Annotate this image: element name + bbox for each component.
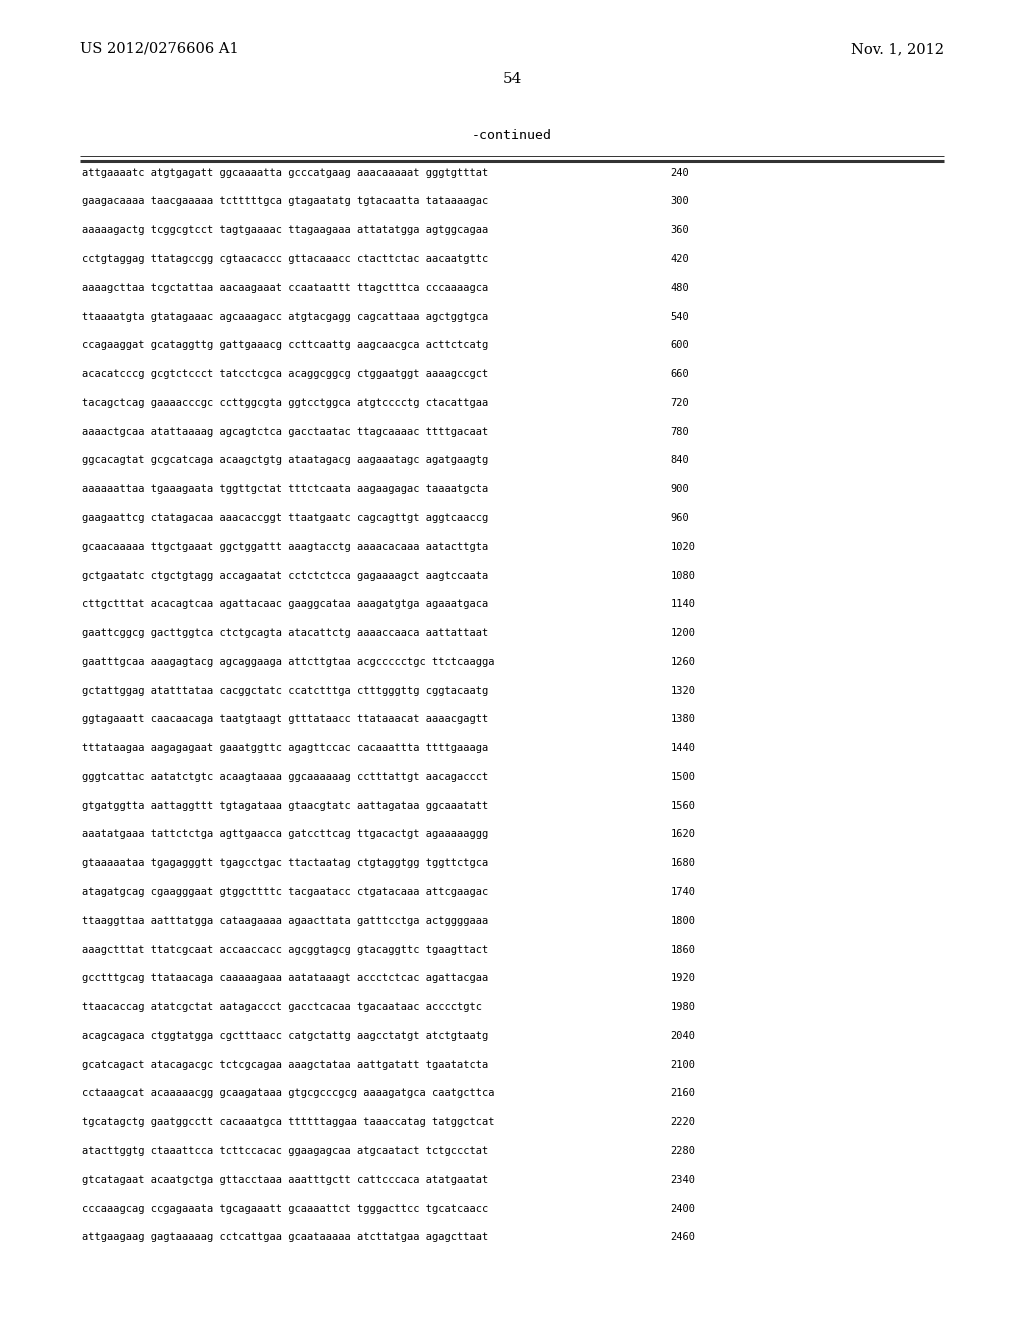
Text: 1320: 1320 <box>671 685 695 696</box>
Text: 780: 780 <box>671 426 689 437</box>
Text: 960: 960 <box>671 513 689 523</box>
Text: aaatatgaaa tattctctga agttgaacca gatccttcag ttgacactgt agaaaaaggg: aaatatgaaa tattctctga agttgaacca gatcctt… <box>82 829 488 840</box>
Text: gctgaatatc ctgctgtagg accagaatat cctctctcca gagaaaagct aagtccaata: gctgaatatc ctgctgtagg accagaatat cctctct… <box>82 570 488 581</box>
Text: gaagaattcg ctatagacaa aaacaccggt ttaatgaatc cagcagttgt aggtcaaccg: gaagaattcg ctatagacaa aaacaccggt ttaatga… <box>82 513 488 523</box>
Text: 2340: 2340 <box>671 1175 695 1185</box>
Text: 1140: 1140 <box>671 599 695 610</box>
Text: gtaaaaataa tgagagggtt tgagcctgac ttactaatag ctgtaggtgg tggttctgca: gtaaaaataa tgagagggtt tgagcctgac ttactaa… <box>82 858 488 869</box>
Text: gaattcggcg gacttggtca ctctgcagta atacattctg aaaaccaaca aattattaat: gaattcggcg gacttggtca ctctgcagta atacatt… <box>82 628 488 638</box>
Text: cctgtaggag ttatagccgg cgtaacaccc gttacaaacc ctacttctac aacaatgttc: cctgtaggag ttatagccgg cgtaacaccc gttacaa… <box>82 253 488 264</box>
Text: 660: 660 <box>671 370 689 379</box>
Text: 2400: 2400 <box>671 1204 695 1213</box>
Text: aaaagcttaa tcgctattaa aacaagaaat ccaataattt ttagctttca cccaaaagca: aaaagcttaa tcgctattaa aacaagaaat ccaataa… <box>82 282 488 293</box>
Text: 2040: 2040 <box>671 1031 695 1041</box>
Text: tttataagaa aagagagaat gaaatggttc agagttccac cacaaattta ttttgaaaga: tttataagaa aagagagaat gaaatggttc agagttc… <box>82 743 488 754</box>
Text: 2460: 2460 <box>671 1233 695 1242</box>
Text: gcctttgcag ttataacaga caaaaagaaa aatataaagt accctctcac agattacgaa: gcctttgcag ttataacaga caaaaagaaa aatataa… <box>82 973 488 983</box>
Text: 1560: 1560 <box>671 801 695 810</box>
Text: 420: 420 <box>671 253 689 264</box>
Text: ttaaaatgta gtatagaaac agcaaagacc atgtacgagg cagcattaaa agctggtgca: ttaaaatgta gtatagaaac agcaaagacc atgtacg… <box>82 312 488 322</box>
Text: 840: 840 <box>671 455 689 466</box>
Text: 2280: 2280 <box>671 1146 695 1156</box>
Text: gaagacaaaa taacgaaaaa tctttttgca gtagaatatg tgtacaatta tataaaagac: gaagacaaaa taacgaaaaa tctttttgca gtagaat… <box>82 197 488 206</box>
Text: 54: 54 <box>503 73 521 86</box>
Text: aaaaaattaa tgaaagaata tggttgctat tttctcaata aagaagagac taaaatgcta: aaaaaattaa tgaaagaata tggttgctat tttctca… <box>82 484 488 494</box>
Text: atagatgcag cgaagggaat gtggcttttc tacgaatacc ctgatacaaa attcgaagac: atagatgcag cgaagggaat gtggcttttc tacgaat… <box>82 887 488 898</box>
Text: 480: 480 <box>671 282 689 293</box>
Text: 600: 600 <box>671 341 689 350</box>
Text: tgcatagctg gaatggcctt cacaaatgca ttttttaggaa taaaccatag tatggctcat: tgcatagctg gaatggcctt cacaaatgca tttttta… <box>82 1117 495 1127</box>
Text: cccaaagcag ccgagaaata tgcagaaatt gcaaaattct tgggacttcc tgcatcaacc: cccaaagcag ccgagaaata tgcagaaatt gcaaaat… <box>82 1204 488 1213</box>
Text: 1620: 1620 <box>671 829 695 840</box>
Text: 360: 360 <box>671 226 689 235</box>
Text: Nov. 1, 2012: Nov. 1, 2012 <box>851 42 944 55</box>
Text: 1020: 1020 <box>671 541 695 552</box>
Text: 720: 720 <box>671 397 689 408</box>
Text: ggcacagtat gcgcatcaga acaagctgtg ataatagacg aagaaatagc agatgaagtg: ggcacagtat gcgcatcaga acaagctgtg ataatag… <box>82 455 488 466</box>
Text: 2220: 2220 <box>671 1117 695 1127</box>
Text: attgaagaag gagtaaaaag cctcattgaa gcaataaaaa atcttatgaa agagcttaat: attgaagaag gagtaaaaag cctcattgaa gcaataa… <box>82 1233 488 1242</box>
Text: gctattggag atatttataa cacggctatc ccatctttga ctttgggttg cggtacaatg: gctattggag atatttataa cacggctatc ccatctt… <box>82 685 488 696</box>
Text: ttaacaccag atatcgctat aatagaccct gacctcacaa tgacaataac acccctgtc: ttaacaccag atatcgctat aatagaccct gacctca… <box>82 1002 482 1012</box>
Text: 540: 540 <box>671 312 689 322</box>
Text: ggtagaaatt caacaacaga taatgtaagt gtttataacc ttataaacat aaaacgagtt: ggtagaaatt caacaacaga taatgtaagt gtttata… <box>82 714 488 725</box>
Text: atacttggtg ctaaattcca tcttccacac ggaagagcaa atgcaatact tctgccctat: atacttggtg ctaaattcca tcttccacac ggaagag… <box>82 1146 488 1156</box>
Text: gtgatggtta aattaggttt tgtagataaa gtaacgtatc aattagataa ggcaaatatt: gtgatggtta aattaggttt tgtagataaa gtaacgt… <box>82 801 488 810</box>
Text: 1440: 1440 <box>671 743 695 754</box>
Text: 1260: 1260 <box>671 657 695 667</box>
Text: 1740: 1740 <box>671 887 695 898</box>
Text: 1920: 1920 <box>671 973 695 983</box>
Text: cctaaagcat acaaaaacgg gcaagataaa gtgcgcccgcg aaaagatgca caatgcttca: cctaaagcat acaaaaacgg gcaagataaa gtgcgcc… <box>82 1089 495 1098</box>
Text: acagcagaca ctggtatgga cgctttaacc catgctattg aagcctatgt atctgtaatg: acagcagaca ctggtatgga cgctttaacc catgcta… <box>82 1031 488 1041</box>
Text: 1980: 1980 <box>671 1002 695 1012</box>
Text: 1680: 1680 <box>671 858 695 869</box>
Text: gcaacaaaaa ttgctgaaat ggctggattt aaagtacctg aaaacacaaa aatacttgta: gcaacaaaaa ttgctgaaat ggctggattt aaagtac… <box>82 541 488 552</box>
Text: tacagctcag gaaaacccgc ccttggcgta ggtcctggca atgtcccctg ctacattgaa: tacagctcag gaaaacccgc ccttggcgta ggtcctg… <box>82 397 488 408</box>
Text: cttgctttat acacagtcaa agattacaac gaaggcataa aaagatgtga agaaatgaca: cttgctttat acacagtcaa agattacaac gaaggca… <box>82 599 488 610</box>
Text: 1860: 1860 <box>671 945 695 954</box>
Text: 2100: 2100 <box>671 1060 695 1069</box>
Text: 300: 300 <box>671 197 689 206</box>
Text: 1800: 1800 <box>671 916 695 925</box>
Text: 1380: 1380 <box>671 714 695 725</box>
Text: 1200: 1200 <box>671 628 695 638</box>
Text: aaaactgcaa atattaaaag agcagtctca gacctaatac ttagcaaaac ttttgacaat: aaaactgcaa atattaaaag agcagtctca gacctaa… <box>82 426 488 437</box>
Text: gaatttgcaa aaagagtacg agcaggaaga attcttgtaa acgccccctgc ttctcaagga: gaatttgcaa aaagagtacg agcaggaaga attcttg… <box>82 657 495 667</box>
Text: gcatcagact atacagacgc tctcgcagaa aaagctataa aattgatatt tgaatatcta: gcatcagact atacagacgc tctcgcagaa aaagcta… <box>82 1060 488 1069</box>
Text: gggtcattac aatatctgtc acaagtaaaa ggcaaaaaag cctttattgt aacagaccct: gggtcattac aatatctgtc acaagtaaaa ggcaaaa… <box>82 772 488 781</box>
Text: gtcatagaat acaatgctga gttacctaaa aaatttgctt cattcccaca atatgaatat: gtcatagaat acaatgctga gttacctaaa aaatttg… <box>82 1175 488 1185</box>
Text: -continued: -continued <box>472 129 552 143</box>
Text: ttaaggttaa aatttatgga cataagaaaa agaacttata gatttcctga actggggaaa: ttaaggttaa aatttatgga cataagaaaa agaactt… <box>82 916 488 925</box>
Text: US 2012/0276606 A1: US 2012/0276606 A1 <box>80 42 239 55</box>
Text: ccagaaggat gcataggttg gattgaaacg ccttcaattg aagcaacgca acttctcatg: ccagaaggat gcataggttg gattgaaacg ccttcaa… <box>82 341 488 350</box>
Text: acacatcccg gcgtctccct tatcctcgca acaggcggcg ctggaatggt aaaagccgct: acacatcccg gcgtctccct tatcctcgca acaggcg… <box>82 370 488 379</box>
Text: 2160: 2160 <box>671 1089 695 1098</box>
Text: 1500: 1500 <box>671 772 695 781</box>
Text: 900: 900 <box>671 484 689 494</box>
Text: aaagctttat ttatcgcaat accaaccacc agcggtagcg gtacaggttc tgaagttact: aaagctttat ttatcgcaat accaaccacc agcggta… <box>82 945 488 954</box>
Text: attgaaaatc atgtgagatt ggcaaaatta gcccatgaag aaacaaaaat gggtgtttat: attgaaaatc atgtgagatt ggcaaaatta gcccatg… <box>82 168 488 178</box>
Text: aaaaagactg tcggcgtcct tagtgaaaac ttagaagaaa attatatgga agtggcagaa: aaaaagactg tcggcgtcct tagtgaaaac ttagaag… <box>82 226 488 235</box>
Text: 240: 240 <box>671 168 689 178</box>
Text: 1080: 1080 <box>671 570 695 581</box>
